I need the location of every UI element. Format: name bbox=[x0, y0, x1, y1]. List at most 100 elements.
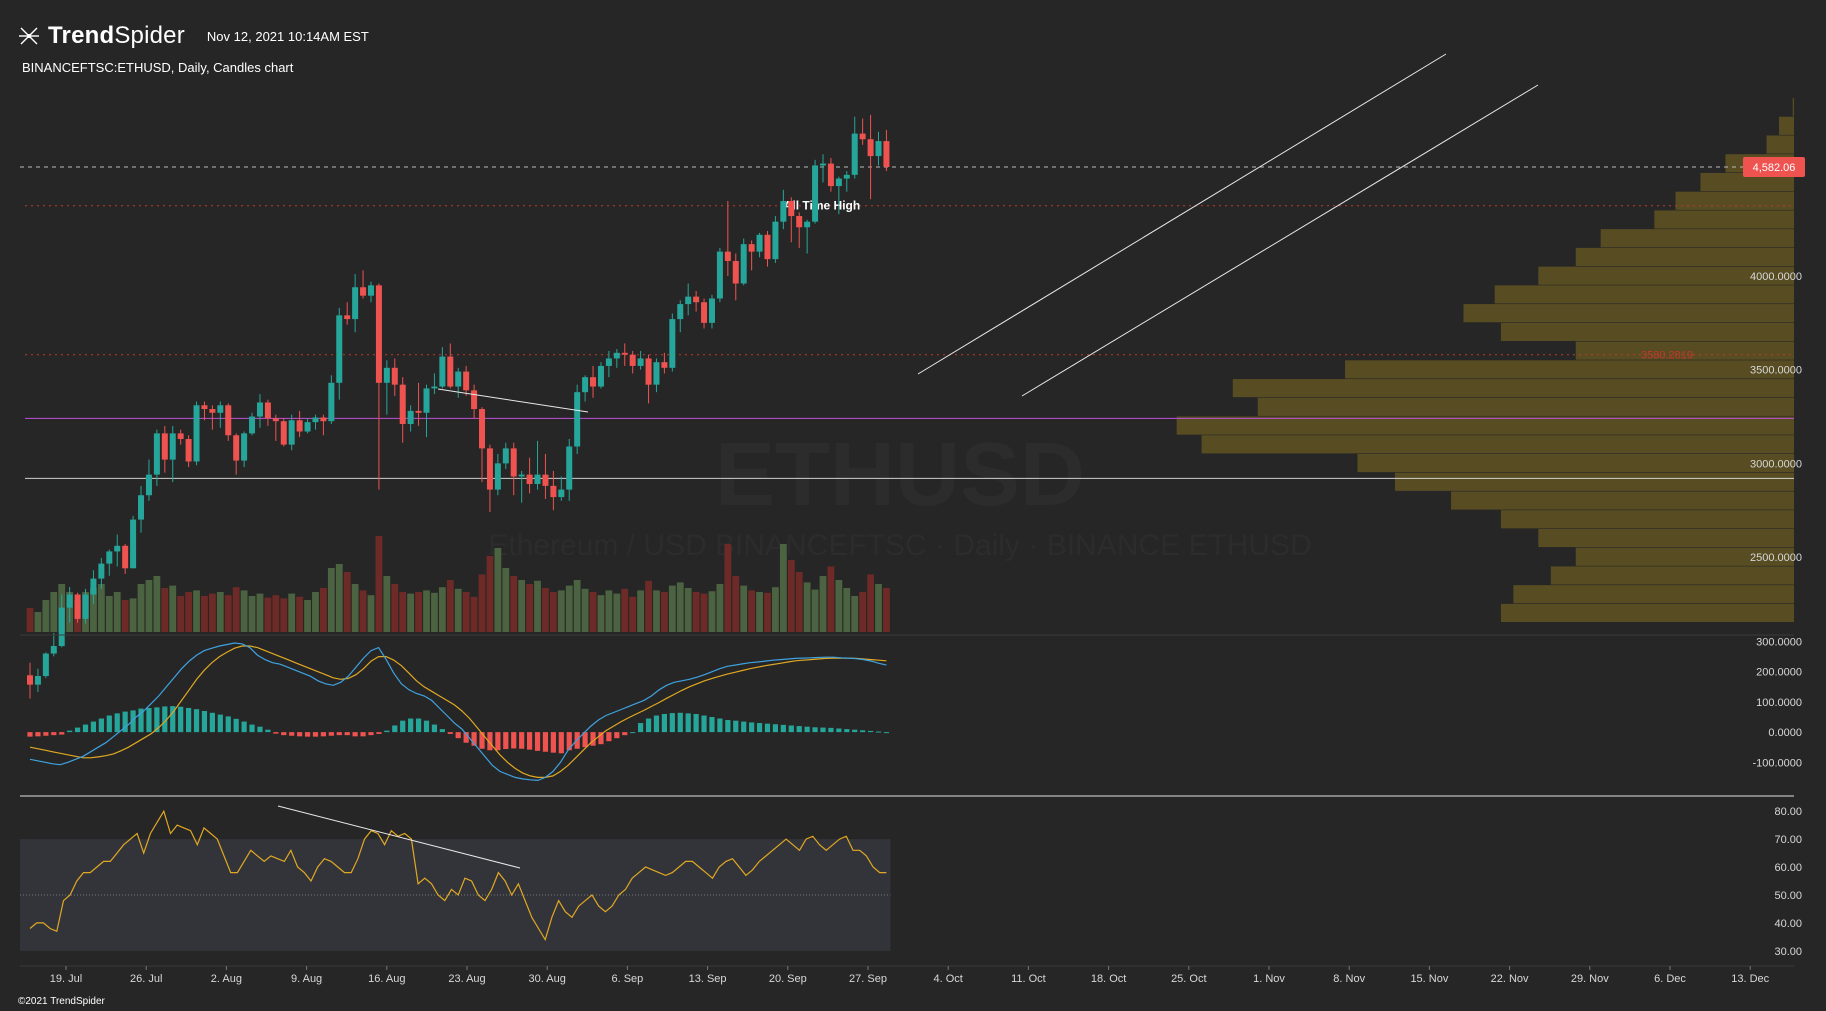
candle-body bbox=[241, 433, 248, 461]
volume-bar bbox=[700, 593, 708, 632]
macd-histogram-bar bbox=[368, 732, 374, 736]
x-axis-tick: 18. Oct bbox=[1091, 973, 1126, 985]
candle-body bbox=[27, 675, 33, 685]
candle-body bbox=[867, 139, 874, 157]
volume-bar bbox=[391, 584, 399, 632]
channel-upper-line bbox=[917, 53, 1447, 375]
volume-profile-bar bbox=[1654, 210, 1794, 229]
candle-body bbox=[851, 133, 858, 175]
candle-body bbox=[122, 545, 129, 569]
x-axis-tick: 4. Oct bbox=[934, 973, 963, 985]
candle-body bbox=[336, 315, 343, 383]
candle-body bbox=[566, 446, 573, 490]
candle-body bbox=[399, 384, 406, 425]
last-price-badge bbox=[1743, 156, 1805, 177]
candle-body bbox=[209, 409, 216, 413]
candle-body bbox=[486, 448, 493, 490]
volume-profile-bar bbox=[1600, 229, 1794, 248]
candle-body bbox=[383, 367, 390, 383]
x-axis-tick: 13. Sep bbox=[689, 973, 727, 985]
header: TrendSpider Nov 12, 2021 10:14AM EST bbox=[18, 22, 369, 50]
volume-profile-bar bbox=[1575, 547, 1794, 566]
volume-bar bbox=[201, 596, 208, 632]
x-axis-tick: 13. Dec bbox=[1731, 973, 1769, 985]
volume-bar bbox=[454, 588, 462, 632]
candle-body bbox=[74, 594, 81, 619]
volume-profile-bar bbox=[1357, 454, 1794, 473]
macd-signal-line bbox=[29, 645, 887, 779]
candle-body bbox=[526, 474, 533, 484]
macd-histogram-bar bbox=[614, 732, 620, 739]
macd-histogram-bar bbox=[138, 708, 144, 733]
candle-body bbox=[764, 234, 771, 260]
macd-histogram-bar bbox=[590, 732, 596, 746]
volume-bar bbox=[272, 595, 280, 632]
volume-bar bbox=[216, 592, 224, 632]
candle-body bbox=[98, 563, 105, 579]
volume-bar bbox=[399, 592, 407, 632]
macd-histogram-bar bbox=[479, 732, 485, 749]
volume-bar bbox=[803, 582, 811, 632]
rsi-axis-tick: 40.00 bbox=[1774, 918, 1802, 930]
candle-body bbox=[169, 433, 176, 460]
volume-bar bbox=[518, 580, 526, 632]
volume-bar bbox=[280, 598, 288, 632]
candle-body bbox=[153, 433, 160, 475]
macd-histogram-bar bbox=[328, 732, 334, 736]
candle-body bbox=[677, 304, 684, 320]
macd-histogram-bar bbox=[471, 732, 477, 746]
candle-body bbox=[455, 371, 462, 387]
macd-histogram-bar bbox=[653, 715, 660, 733]
macd-histogram-bar bbox=[146, 707, 152, 733]
watermark-subtitle: Ethereum / USD BINANCEFTSC · Daily · BIN… bbox=[488, 529, 1311, 562]
x-axis-tick: 8. Nov bbox=[1333, 973, 1365, 985]
macd-histogram-bar bbox=[312, 732, 319, 737]
rsi-line bbox=[29, 809, 887, 942]
macd-histogram-bar bbox=[304, 732, 311, 737]
candle-body bbox=[669, 319, 676, 368]
macd-axis-tick: 300.0000 bbox=[1756, 637, 1802, 649]
macd-histogram-bar bbox=[273, 732, 279, 734]
candle-body bbox=[471, 390, 478, 410]
macd-histogram-bar bbox=[741, 721, 747, 733]
candle-body bbox=[114, 545, 121, 552]
price-axis-tick: 3000.0000 bbox=[1750, 458, 1802, 470]
macd-histogram-bar bbox=[35, 732, 41, 737]
candle-body bbox=[296, 420, 303, 432]
candle-body bbox=[249, 416, 256, 434]
macd-histogram-bar bbox=[844, 729, 850, 733]
macd-histogram-bar bbox=[542, 732, 549, 752]
candle-body bbox=[748, 244, 755, 252]
flag-trendline bbox=[437, 388, 589, 413]
volume-profile-bar bbox=[1575, 341, 1794, 360]
macd-line bbox=[29, 642, 887, 782]
macd-histogram-bar bbox=[526, 732, 533, 750]
volume-bar bbox=[113, 592, 121, 632]
candle-body bbox=[280, 421, 287, 445]
volume-bar bbox=[153, 576, 161, 632]
x-axis-tick: 30. Aug bbox=[529, 973, 566, 985]
candle-body bbox=[431, 386, 438, 389]
price-axis-tick: 4000.0000 bbox=[1750, 271, 1802, 283]
volume-bar bbox=[557, 590, 565, 632]
candle-body bbox=[685, 296, 692, 305]
volume-bar bbox=[819, 576, 827, 632]
candle-body bbox=[201, 405, 208, 410]
volume-bar bbox=[50, 592, 58, 632]
macd-histogram-bar bbox=[511, 732, 517, 749]
x-axis-tick: 25. Oct bbox=[1171, 973, 1206, 985]
candle-body bbox=[66, 594, 73, 608]
volume-bar bbox=[494, 548, 502, 632]
volume-bar bbox=[208, 593, 216, 632]
channel-lower-line bbox=[1021, 84, 1539, 397]
candle-body bbox=[661, 362, 668, 368]
candle-body bbox=[130, 519, 137, 569]
macd-histogram-bar bbox=[519, 732, 525, 749]
candle-body bbox=[740, 244, 747, 284]
macd-histogram-bar bbox=[812, 727, 818, 733]
candle-body bbox=[502, 448, 509, 464]
volume-profile-bar bbox=[1394, 472, 1794, 491]
volume-bar bbox=[327, 568, 335, 632]
candle-body bbox=[312, 417, 319, 423]
